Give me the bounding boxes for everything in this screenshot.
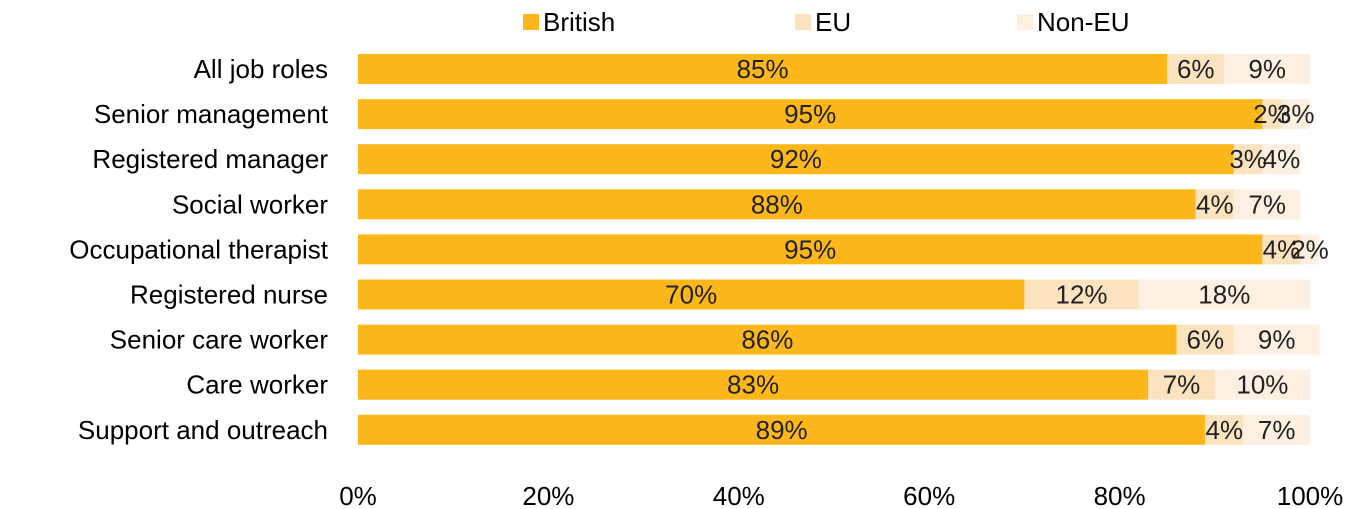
bar-non-eu-senior-management [1281,99,1310,130]
bar-british-occupational-therapist [358,234,1263,265]
data-label-eu-occupational-therapist: 4% [1263,234,1301,264]
data-label-british-support-and-outreach: 89% [756,415,808,445]
data-label-eu-support-and-outreach: 4% [1206,415,1244,445]
data-label-non-eu-social-worker: 7% [1248,189,1286,219]
category-label-support-and-outreach: Support and outreach [78,415,328,445]
bar-non-eu-registered-manager [1262,144,1301,175]
bar-british-senior-management [358,99,1263,130]
legend-label-british: British [543,7,615,37]
category-label-social-worker: Social worker [172,189,328,219]
data-label-non-eu-registered-nurse: 18% [1198,280,1250,310]
bar-eu-senior-care-worker [1176,324,1234,355]
data-label-non-eu-occupational-therapist: 2% [1291,234,1329,264]
legend-swatch-british [523,14,539,30]
data-label-non-eu-senior-care-worker: 9% [1258,325,1296,355]
bar-non-eu-social-worker [1233,189,1301,220]
data-label-eu-care-worker: 7% [1163,370,1201,400]
bar-non-eu-all-job-roles [1224,54,1310,84]
plot-area: 85% 6% 9%95% 2%3%92% 3%4%88% 4% 7%95% 4%2%70% 12… [358,54,1329,445]
bar-non-eu-support-and-outreach [1243,414,1310,445]
data-label-british-registered-manager: 92% [770,144,822,174]
category-label-care-worker: Care worker [186,370,328,400]
bar-british-care-worker [358,369,1149,400]
data-label-non-eu-support-and-outreach: 7% [1258,415,1296,445]
category-label-all-job-roles: All job roles [194,54,328,84]
legend-label-non-eu: Non-EU [1037,7,1129,37]
legend-swatch-non-eu [1017,14,1033,30]
data-label-british-occupational-therapist: 95% [784,234,836,264]
data-label-eu-all-job-roles: 6% [1177,54,1215,84]
data-label-british-care-worker: 83% [727,370,779,400]
data-label-eu-registered-nurse: 12% [1055,280,1107,310]
bar-british-support-and-outreach [358,414,1206,445]
category-axis: All job roles Senior management Registered… [69,54,328,445]
legend: British EU Non-EU [523,7,1129,37]
data-label-eu-senior-care-worker: 6% [1186,325,1224,355]
category-label-senior-care-worker: Senior care worker [110,325,329,355]
bar-british-registered-manager [358,144,1234,175]
legend-swatch-eu [795,14,811,30]
bar-eu-registered-nurse [1024,279,1139,310]
data-label-british-senior-care-worker: 86% [741,325,793,355]
data-label-non-eu-care-worker: 10% [1236,370,1288,400]
category-label-registered-manager: Registered manager [92,144,328,174]
bar-non-eu-registered-nurse [1138,279,1310,310]
data-label-british-senior-management: 95% [784,99,836,129]
bar-non-eu-care-worker [1214,369,1310,400]
data-label-eu-registered-manager: 3% [1229,144,1267,174]
data-label-non-eu-all-job-roles: 9% [1248,54,1286,84]
bar-british-social-worker [358,189,1196,220]
x-tick-label-60: 60% [903,481,955,509]
x-tick-label-80: 80% [1094,481,1146,509]
bar-british-senior-care-worker [358,324,1177,355]
legend-label-eu: EU [815,7,851,37]
data-label-british-registered-nurse: 70% [665,280,717,310]
bar-eu-senior-management [1262,99,1282,130]
data-label-non-eu-registered-manager: 4% [1263,144,1301,174]
data-label-eu-senior-management: 2% [1253,99,1291,129]
bar-british-registered-nurse [358,279,1025,310]
data-label-non-eu-senior-management: 3% [1277,99,1315,129]
bar-eu-social-worker [1195,189,1234,220]
value-axis: 0% 20% 40% 60% 80% 100% [339,481,1343,509]
bar-eu-occupational-therapist [1262,234,1301,265]
bar-non-eu-occupational-therapist [1300,234,1320,265]
x-tick-label-20: 20% [522,481,574,509]
x-tick-label-100: 100% [1277,481,1344,509]
bar-eu-care-worker [1148,369,1215,400]
data-label-eu-social-worker: 4% [1196,189,1234,219]
x-tick-label-40: 40% [713,481,765,509]
category-label-occupational-therapist: Occupational therapist [69,234,328,264]
bar-non-eu-senior-care-worker [1233,324,1320,355]
bar-british-all-job-roles [358,54,1168,84]
bar-eu-registered-manager [1233,144,1263,175]
data-label-british-social-worker: 88% [751,189,803,219]
x-tick-label-0: 0% [339,481,377,509]
data-label-british-all-job-roles: 85% [737,54,789,84]
bar-eu-all-job-roles [1167,54,1225,84]
category-label-senior-management: Senior management [94,99,329,129]
category-label-registered-nurse: Registered nurse [130,280,328,310]
bar-eu-support-and-outreach [1205,414,1244,445]
